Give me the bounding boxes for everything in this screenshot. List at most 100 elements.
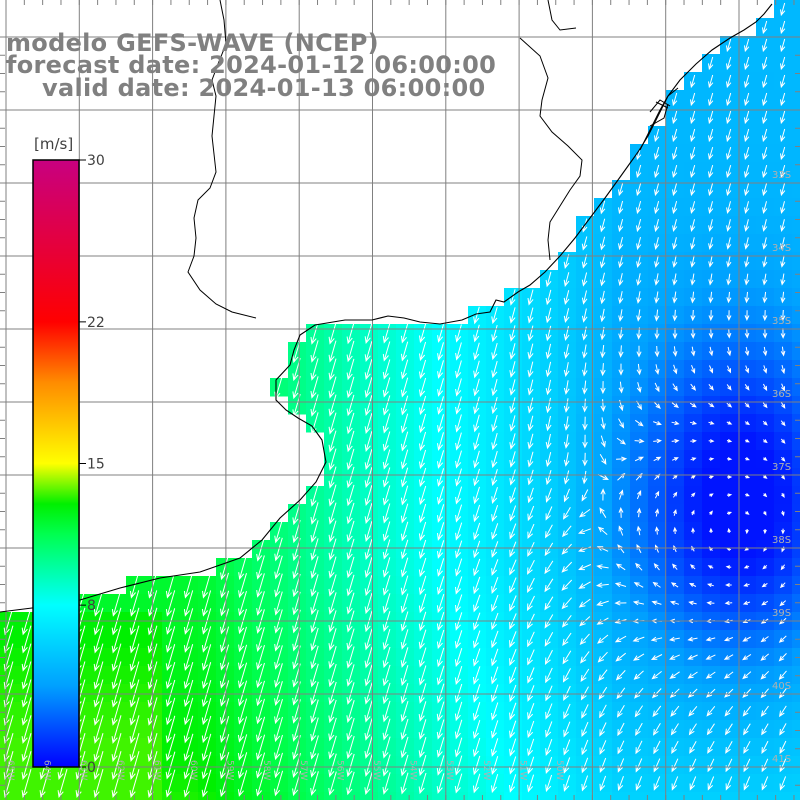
wind-arrow (491, 432, 498, 451)
wind-arrow (672, 563, 678, 570)
wind-cell (738, 792, 757, 800)
wind-arrow (274, 752, 283, 779)
wind-arrow (726, 511, 733, 515)
wind-arrow (708, 273, 714, 286)
border-parana-river (187, 79, 257, 319)
wind-arrow (364, 574, 373, 597)
wind-arrow (600, 363, 606, 377)
wind-arrow (726, 328, 732, 339)
wind-arrow (93, 733, 104, 762)
wind-arrow (509, 343, 516, 360)
wind-arrow (491, 523, 499, 540)
longitude-label: 59W (225, 760, 235, 780)
wind-arrow (455, 432, 462, 451)
wind-arrow (310, 771, 319, 796)
wind-arrow (346, 700, 355, 723)
wind-arrow (690, 237, 696, 250)
wind-arrow (526, 595, 535, 612)
wind-arrow (111, 715, 122, 744)
wind-arrow (310, 556, 319, 579)
wind-arrow (364, 628, 373, 651)
wind-arrow (727, 475, 733, 479)
wind-arrow (328, 322, 337, 345)
wind-arrow (744, 201, 750, 214)
wind-arrow (509, 577, 517, 594)
wind-cell (792, 108, 800, 127)
wind-arrow (599, 704, 607, 719)
wind-arrow (779, 776, 787, 791)
wind-cell (792, 414, 800, 433)
wind-arrow (328, 502, 337, 525)
wind-arrow (93, 751, 104, 780)
wind-arrow (274, 627, 283, 652)
wind-arrow (563, 434, 570, 449)
wind-arrow (673, 526, 678, 535)
wind-arrow (690, 164, 696, 179)
wind-arrow (726, 493, 733, 497)
wind-arrow (669, 636, 680, 642)
wind-cell (0, 792, 19, 800)
wind-arrow (580, 668, 590, 683)
wind-arrow (651, 671, 662, 680)
coastline-south-america (0, 3, 773, 613)
wind-arrow (310, 376, 319, 399)
wind-arrow (762, 439, 768, 444)
wind-arrow (418, 754, 427, 777)
wind-arrow (527, 703, 535, 720)
wind-arrow (400, 377, 409, 398)
wind-arrow (418, 772, 427, 795)
wind-arrow (688, 723, 697, 736)
wind-arrow (256, 716, 266, 743)
wind-arrow (310, 645, 319, 670)
wind-arrow (527, 685, 535, 702)
wind-arrow (201, 733, 212, 762)
wind-arrow (762, 346, 768, 357)
wind-arrow (562, 650, 572, 665)
wind-arrow (419, 323, 427, 344)
wind-arrow (310, 484, 319, 507)
wind-arrow (672, 146, 678, 161)
wind-arrow (382, 467, 391, 488)
wind-arrow (491, 594, 499, 613)
wind-arrow (418, 593, 427, 614)
wind-arrow (509, 738, 517, 757)
wind-cell (792, 576, 800, 595)
wind-arrow (654, 146, 660, 161)
wind-arrow (579, 633, 590, 645)
wind-arrow (418, 647, 427, 668)
wind-arrow (527, 307, 534, 324)
wind-arrow (455, 378, 462, 397)
border-uruguay (519, 37, 583, 261)
wind-arrow (762, 146, 768, 161)
wind-arrow (600, 344, 606, 359)
wind-cell (630, 792, 649, 800)
wind-arrow (436, 629, 445, 650)
wind-cell (558, 792, 577, 800)
wind-arrow (544, 649, 553, 665)
wind-arrow (310, 717, 319, 742)
wind-arrow (545, 524, 553, 539)
wind-arrow (652, 723, 661, 736)
wind-arrow (726, 273, 732, 286)
wind-arrow (726, 310, 732, 322)
wind-arrow (617, 722, 625, 737)
wind-arrow (328, 753, 337, 778)
wind-cell (792, 198, 800, 217)
wind-arrow (310, 699, 319, 724)
wind-cell (504, 792, 523, 800)
wind-arrow (382, 772, 391, 795)
wind-arrow (614, 635, 627, 643)
wind-arrow (725, 583, 732, 587)
wind-arrow (654, 218, 660, 233)
wind-cell (216, 792, 235, 800)
wind-arrow (527, 577, 535, 593)
wind-cell (792, 54, 800, 73)
wind-arrow (183, 697, 194, 726)
wind-arrow (491, 378, 498, 397)
wind-arrow (708, 128, 714, 143)
wind-arrow (238, 573, 247, 598)
wind-arrow (762, 291, 768, 304)
wind-arrow (563, 362, 570, 378)
wind-arrow (690, 92, 696, 107)
